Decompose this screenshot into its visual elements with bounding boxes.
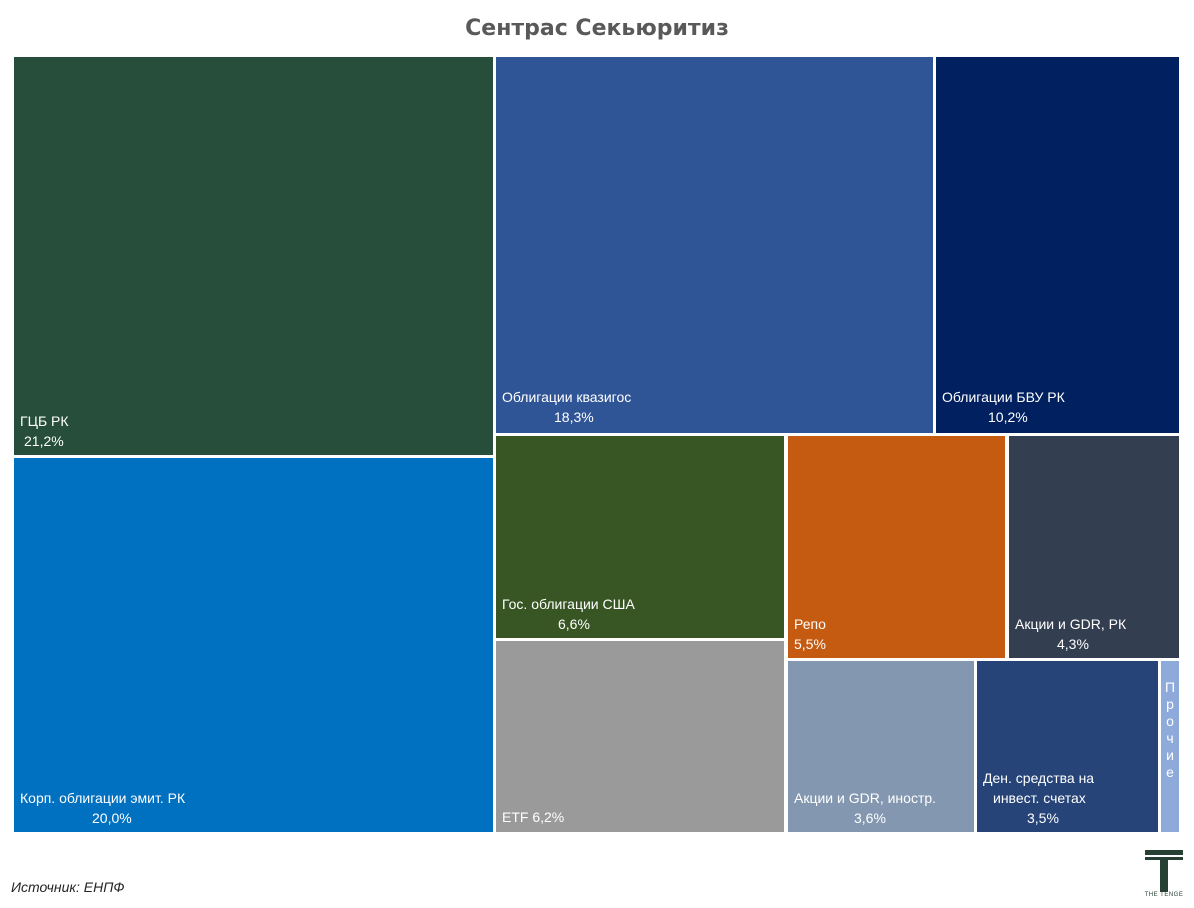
treemap-tile: Ден. средства на инвест. счетах 3,5% xyxy=(977,661,1158,832)
tile-label-letter: ч xyxy=(1166,730,1174,746)
tile-label-letter: П xyxy=(1164,679,1176,695)
tile-value: 6,6% xyxy=(558,616,590,632)
tile-label: Ден. средства на инвест. счетах 3,5% xyxy=(983,768,1153,828)
tile-label-line: Корп. облигации эмит. РК xyxy=(20,790,186,806)
tile-label-line: Гос. облигации США xyxy=(502,596,635,612)
treemap-tile: Облигации квазигос 18,3% xyxy=(496,57,933,433)
treemap-tile: ETF 6,2% xyxy=(496,641,784,832)
treemap-tile: Облигации БВУ РК 10,2% xyxy=(936,57,1179,433)
tile-value: 21,2% xyxy=(24,433,64,449)
tile-label-line: Облигации квазигос xyxy=(502,389,632,405)
tile-label-line: Акции и GDR, РК xyxy=(1015,616,1127,632)
tile-label: Облигации БВУ РК 10,2% xyxy=(942,387,1142,427)
treemap-tile: Гос. облигации США 6,6% xyxy=(496,436,784,638)
tile-value: 3,6% xyxy=(854,810,886,826)
tile-label-line: инвест. счетах xyxy=(993,790,1086,806)
tile-label-line: Ден. средства на xyxy=(983,770,1095,786)
tile-value: 5,5% xyxy=(794,636,826,652)
tile-label-letter: е xyxy=(1166,764,1174,780)
tile-label: ГЦБ РК 21,2% xyxy=(20,411,220,451)
tile-value: 10,2% xyxy=(988,409,1028,425)
tile-label-line: Облигации БВУ РК xyxy=(942,389,1065,405)
treemap-tile: Акции и GDR, иностр. 3,6% xyxy=(788,661,974,832)
treemap-tile: Корп. облигации эмит. РК 20,0% xyxy=(14,458,493,832)
the-tenge-logo xyxy=(1145,850,1183,892)
tile-label-letter: о xyxy=(1166,713,1174,729)
tile-label-line: Акции и GDR, иностр. xyxy=(794,790,937,806)
tile-label: Гос. облигации США 6,6% xyxy=(502,594,762,634)
treemap-tile: Репо 5,5% xyxy=(788,436,1005,658)
tile-label-line: Репо xyxy=(794,616,826,632)
tile-label-line: ГЦБ РК xyxy=(20,413,69,429)
tile-label-text: ETF 6,2% xyxy=(502,809,565,825)
tile-label: Корп. облигации эмит. РК 20,0% xyxy=(20,788,280,828)
treemap-tile: Акции и GDR, РК 4,3% xyxy=(1009,436,1179,658)
tile-label-letter: р xyxy=(1166,696,1174,712)
tile-label-letter: и xyxy=(1166,747,1174,763)
logo-text: THE TENGE xyxy=(1144,892,1184,898)
tile-label: Акции и GDR, иностр. 3,6% xyxy=(794,788,974,828)
tile-label: ETF 6,2% xyxy=(502,807,702,827)
chart-title: Сентрас Секьюритиз xyxy=(465,16,729,41)
tile-value: 3,5% xyxy=(1027,810,1059,826)
tile-value: 4,3% xyxy=(1057,636,1089,652)
source-note: Источник: ЕНПФ xyxy=(11,879,125,895)
tile-value: 18,3% xyxy=(554,409,594,425)
tile-label: Репо 5,5% xyxy=(794,614,994,654)
tile-label: Акции и GDR, РК 4,3% xyxy=(1015,614,1175,654)
tile-label: Облигации квазигос 18,3% xyxy=(502,387,762,427)
tile-value: 20,0% xyxy=(92,810,132,826)
treemap-tile: ГЦБ РК 21,2% xyxy=(14,57,493,455)
